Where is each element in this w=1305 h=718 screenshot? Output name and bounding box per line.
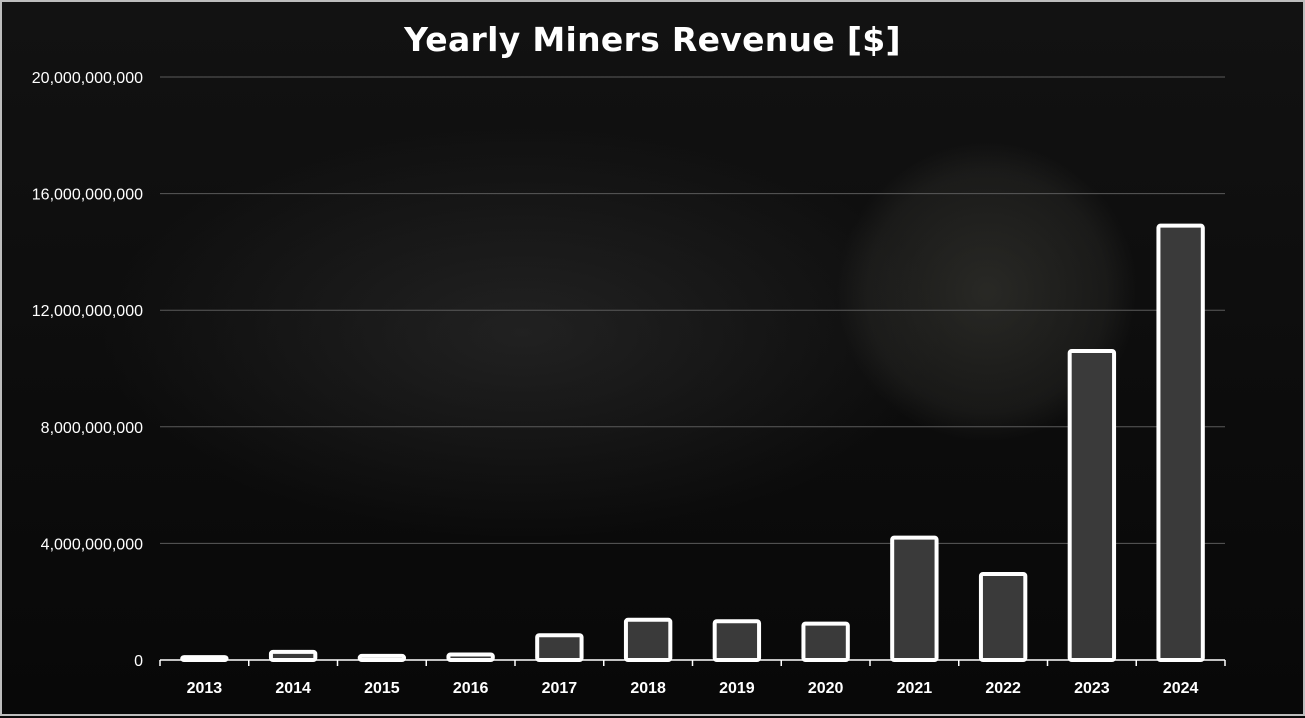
bar	[1067, 349, 1117, 662]
x-tick-label: 2015	[364, 680, 400, 697]
bar	[535, 633, 584, 662]
y-tick-label: 12,000,000,000	[32, 303, 143, 320]
bar	[801, 621, 850, 662]
bar	[712, 619, 762, 663]
bar	[890, 535, 939, 663]
x-tick-label: 2019	[719, 680, 755, 697]
y-tick-label: 4,000,000,000	[41, 536, 143, 553]
y-tick-label: 8,000,000,000	[41, 420, 143, 437]
y-tick-label: 16,000,000,000	[32, 187, 143, 204]
bar	[978, 572, 1028, 663]
bar	[1156, 223, 1205, 662]
x-tick-label: 2020	[808, 680, 844, 697]
x-tick-label: 2023	[1074, 680, 1110, 697]
bar	[623, 617, 673, 663]
x-tick-label: 2022	[985, 680, 1021, 697]
x-tick-label: 2016	[453, 680, 489, 697]
x-tick-label: 2017	[542, 680, 578, 697]
x-tick-label: 2013	[187, 680, 223, 697]
chart-title: Yearly Miners Revenue [$]	[404, 20, 901, 59]
x-tick-label: 2018	[630, 680, 666, 697]
bar	[268, 649, 318, 663]
x-tick-label: 2021	[897, 680, 933, 697]
x-tick-label: 2024	[1163, 680, 1199, 697]
bar	[446, 652, 495, 662]
y-tick-label: 20,000,000,000	[32, 70, 143, 87]
x-tick-label: 2014	[275, 680, 311, 697]
y-tick-label: 0	[134, 653, 143, 670]
